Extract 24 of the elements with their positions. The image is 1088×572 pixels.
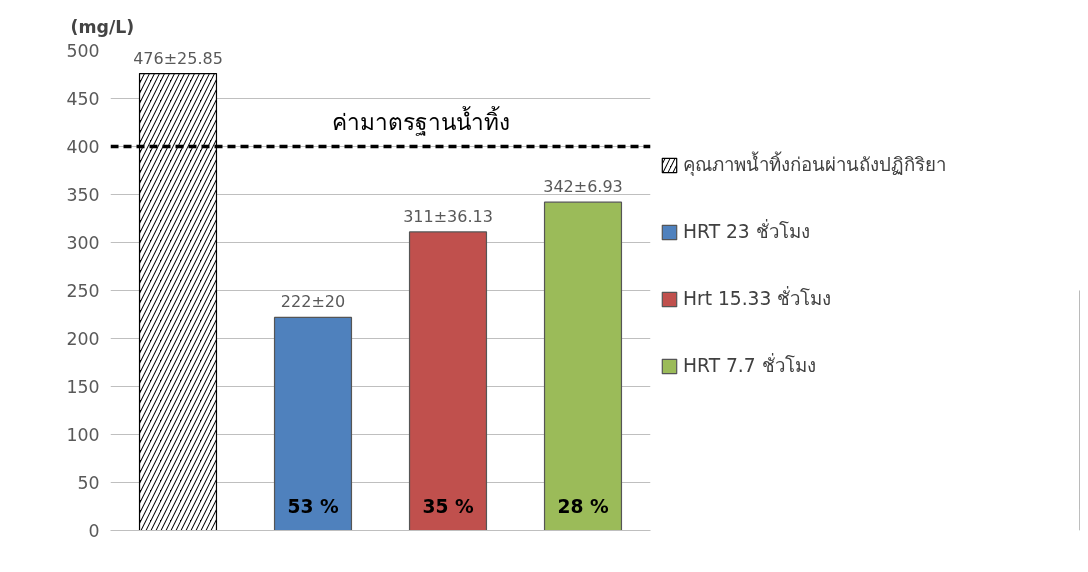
- annotation: 53 %: [287, 496, 339, 517]
- ref-line-label: ค่ามาตรฐานน้ำทิ้ง: [332, 105, 510, 136]
- y-tick-label: 450: [66, 89, 100, 109]
- data-label: 342±6.93: [543, 177, 623, 197]
- y-tick-label: 350: [66, 185, 100, 205]
- data-label: 311±36.13: [403, 206, 493, 226]
- y-tick-label: 400: [66, 137, 100, 157]
- y-tick-label: 250: [66, 281, 100, 301]
- y-tick-label: 150: [66, 377, 100, 397]
- legend-label: Hrt 15.33 ชั่วโมง: [683, 285, 832, 311]
- annotation: 28 %: [557, 496, 609, 517]
- y-tick-label: 300: [66, 233, 100, 253]
- legend-label: คุณภาพน้ำทิ้งก่อนผ่านถังปฏิกิริยา: [683, 150, 946, 178]
- y-axis-title: (mg/L): [70, 16, 135, 37]
- data-label: 222±20: [280, 292, 346, 312]
- legend-label: HRT 23 ชั่วโมง: [683, 218, 810, 244]
- data-label: 476±25.85: [133, 48, 223, 68]
- legend-label: HRT 7.7 ชั่วโมง: [683, 352, 816, 378]
- y-tick-label: 0: [88, 521, 100, 541]
- y-tick-label: 200: [66, 329, 100, 349]
- y-tick-label: 50: [77, 473, 100, 493]
- annotation: 35 %: [422, 496, 474, 517]
- y-tick-label: 500: [66, 41, 100, 61]
- y-tick-label: 100: [66, 425, 100, 445]
